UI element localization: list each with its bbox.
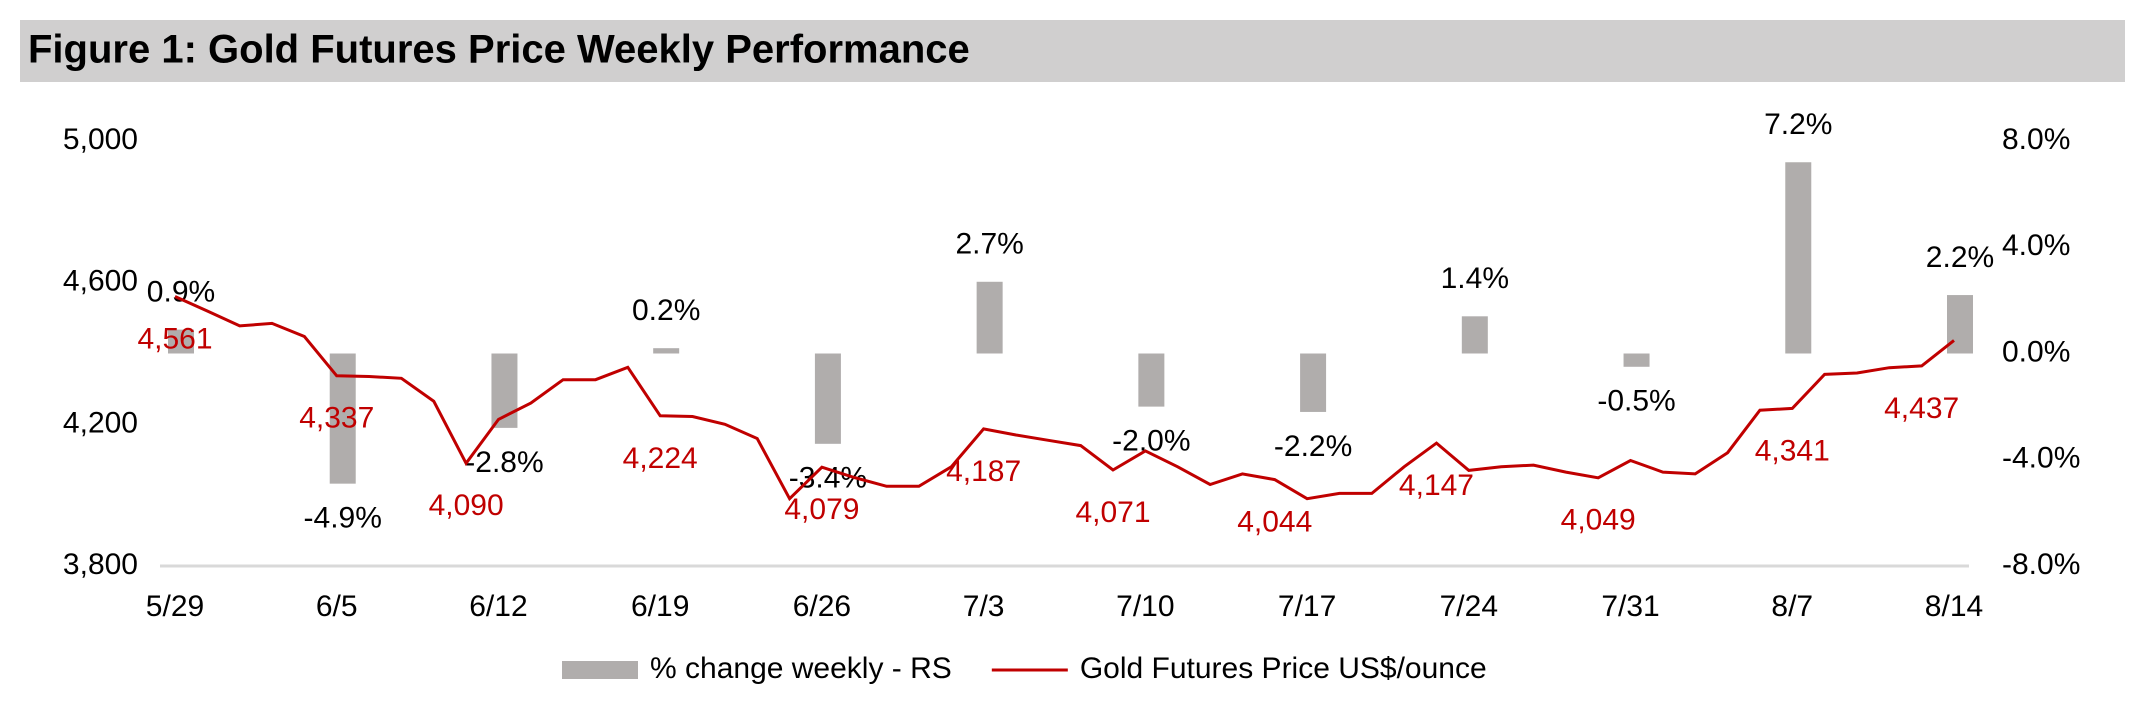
x-tick-label: 6/12 — [469, 590, 527, 623]
legend-swatch — [562, 661, 638, 679]
x-tick-label: 7/10 — [1116, 590, 1174, 623]
line-value-label: 4,341 — [1755, 434, 1830, 467]
bar — [168, 329, 194, 354]
line-value-label: 4,147 — [1399, 469, 1474, 502]
price-line — [174, 295, 1955, 502]
legend-label: % change weekly - RS — [650, 652, 952, 685]
bar-value-label: 2.2% — [1926, 241, 1994, 274]
line-value-label: 4,071 — [1075, 496, 1150, 529]
y2-tick-label: 8.0% — [2002, 123, 2070, 156]
line-value-label: 4,224 — [623, 442, 698, 475]
y2-tick-label: -8.0% — [2002, 548, 2080, 581]
y-tick-label: 5,000 — [63, 123, 138, 156]
y2-tick-label: -4.0% — [2002, 442, 2080, 475]
bar-value-label: -2.2% — [1274, 430, 1352, 463]
bar — [1138, 353, 1165, 407]
bar-value-label: -0.5% — [1597, 385, 1675, 418]
line-value-label: 4,561 — [137, 322, 212, 355]
x-tick-label: 7/24 — [1440, 590, 1498, 623]
y2-tick-label: 0.0% — [2002, 335, 2070, 368]
x-tick-label: 6/26 — [793, 590, 851, 623]
title-bar — [20, 20, 2125, 82]
line-value-label: 4,187 — [946, 455, 1021, 488]
y-tick-label: 4,600 — [63, 265, 138, 298]
x-tick-label: 6/5 — [316, 590, 358, 623]
x-tick-label: 7/17 — [1278, 590, 1336, 623]
bar-value-label: 0.9% — [147, 276, 215, 309]
x-tick-label: 7/3 — [963, 590, 1005, 623]
bar-value-label: 1.4% — [1441, 262, 1509, 295]
line-value-label: 4,079 — [784, 493, 859, 526]
bar — [976, 281, 1003, 354]
bar-value-label: -2.0% — [1112, 425, 1190, 458]
x-tick-label: 8/14 — [1925, 590, 1983, 623]
y-tick-label: 4,200 — [63, 406, 138, 439]
bar-value-label: 0.2% — [632, 294, 700, 327]
line-value-label: 4,437 — [1884, 392, 1959, 425]
bar-value-label: -4.9% — [304, 502, 382, 535]
bar — [1623, 353, 1650, 367]
line-value-label: 4,044 — [1237, 506, 1312, 539]
legend-label: Gold Futures Price US$/ounce — [1080, 652, 1487, 685]
chart-title: Figure 1: Gold Futures Price Weekly Perf… — [28, 28, 970, 72]
y-tick-label: 3,800 — [63, 548, 138, 581]
bar — [653, 348, 680, 354]
line-value-label: 4,337 — [299, 402, 374, 435]
bar — [1300, 353, 1327, 412]
line-value-label: 4,049 — [1561, 504, 1636, 537]
x-tick-label: 5/29 — [146, 590, 204, 623]
y2-tick-label: 4.0% — [2002, 229, 2070, 262]
x-tick-label: 7/31 — [1601, 590, 1659, 623]
bar-value-label: -2.8% — [465, 446, 543, 479]
bar-value-label: 7.2% — [1764, 108, 1832, 141]
bar — [814, 353, 841, 444]
bar — [1785, 162, 1812, 354]
bar — [1461, 316, 1488, 354]
line-value-label: 4,090 — [429, 489, 504, 522]
bar-value-label: 2.7% — [955, 228, 1023, 261]
x-tick-label: 8/7 — [1771, 590, 1813, 623]
x-tick-label: 6/19 — [631, 590, 689, 623]
